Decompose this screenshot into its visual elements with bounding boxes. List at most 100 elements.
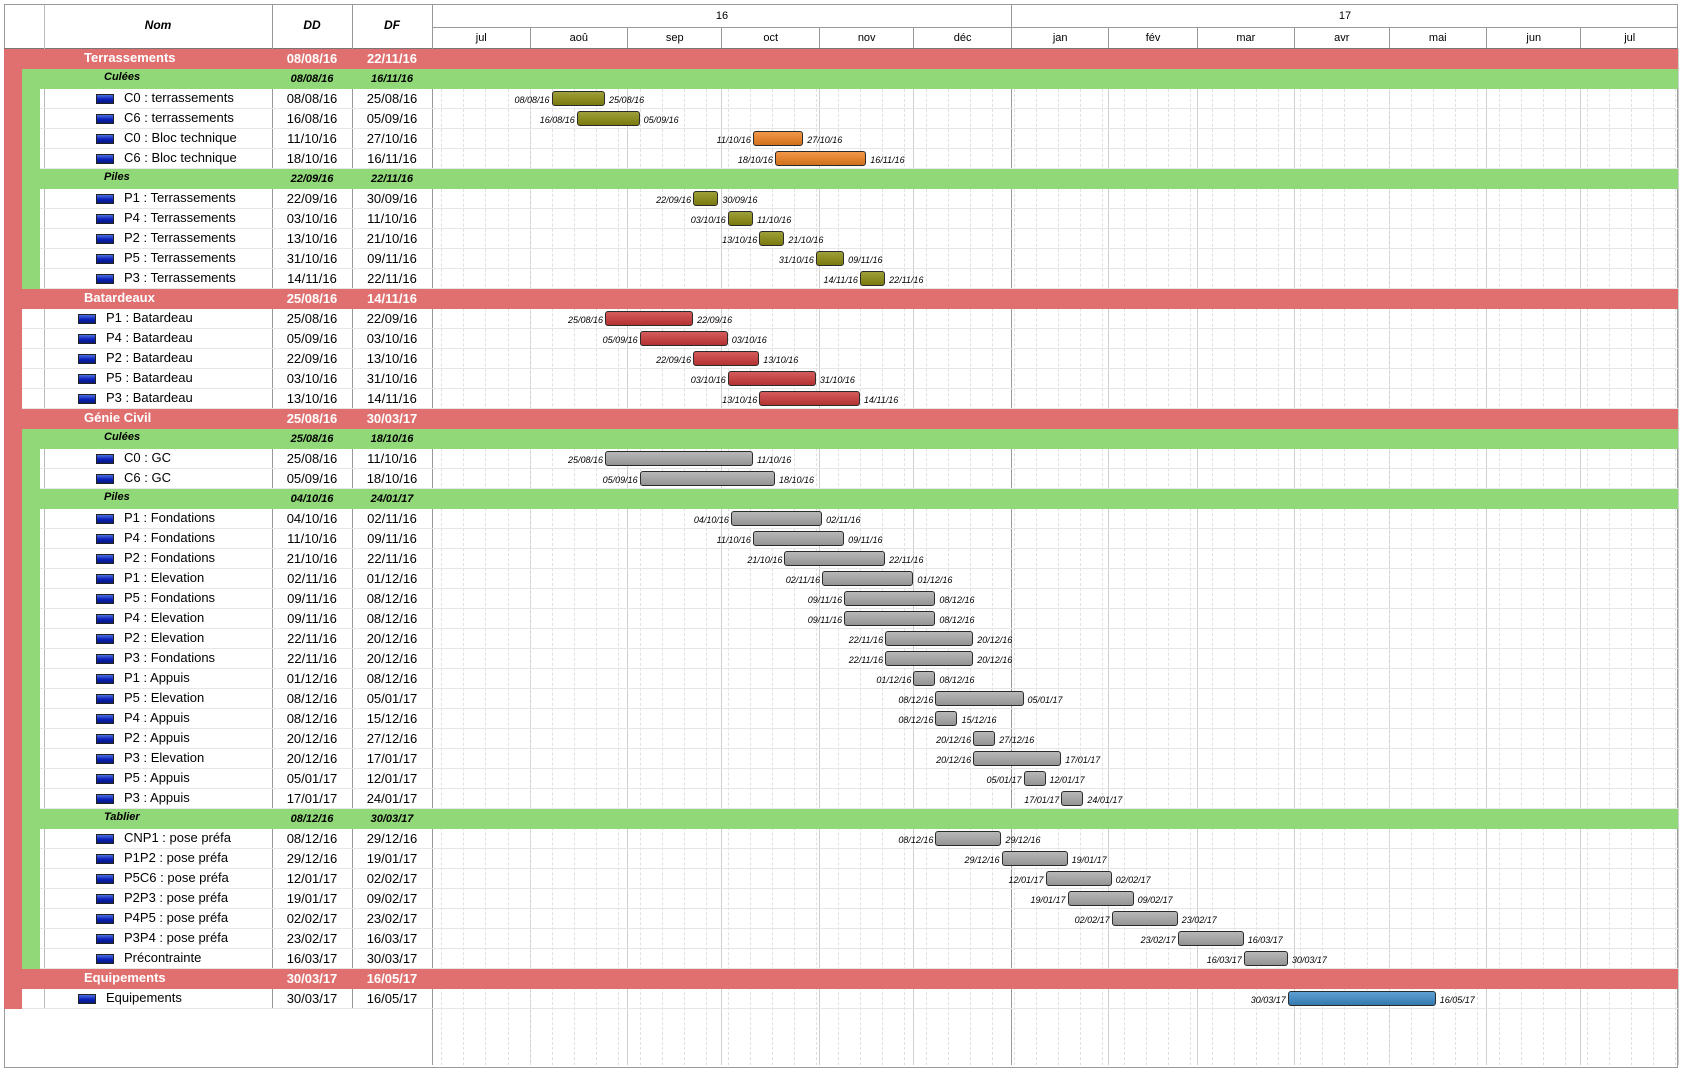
task-name: P3 : Elevation	[124, 750, 205, 765]
gantt-bar[interactable]	[1243, 951, 1288, 966]
gantt-bar[interactable]	[551, 91, 606, 106]
group-row[interactable]: Equipements 30/03/17 16/05/17	[4, 969, 1678, 989]
task-row[interactable]: P4 : Terrassements 03/10/16 11/10/16 03/10/…	[4, 209, 1678, 229]
gantt-bar[interactable]	[935, 711, 958, 726]
gantt-bar[interactable]	[605, 311, 694, 326]
subgroup-row[interactable]: Culées 25/08/16 18/10/16	[4, 429, 1678, 449]
task-row[interactable]: C0 : terrassements 08/08/16 25/08/16 08/08/…	[4, 89, 1678, 109]
group-row[interactable]: Génie Civil 25/08/16 30/03/17	[4, 409, 1678, 429]
task-row[interactable]: P1 : Fondations 04/10/16 02/11/16 04/10/16 0…	[4, 509, 1678, 529]
task-name: C6 : GC	[124, 470, 171, 485]
gantt-bar[interactable]	[815, 251, 845, 266]
gantt-bar[interactable]	[576, 111, 640, 126]
gantt-bar[interactable]	[1001, 851, 1068, 866]
task-row[interactable]: P3 : Fondations 22/11/16 20/12/16 22/11/16 2…	[4, 649, 1678, 669]
gantt-bar[interactable]	[639, 471, 775, 486]
gantt-bar[interactable]	[693, 191, 719, 206]
gantt-bar[interactable]	[973, 731, 996, 746]
gantt-bar[interactable]	[759, 231, 785, 246]
gantt-bar[interactable]	[752, 131, 804, 146]
gantt-bar[interactable]	[1045, 871, 1112, 886]
gantt-bar[interactable]	[973, 751, 1062, 766]
task-row[interactable]: P3 : Batardeau 13/10/16 14/11/16 13/10/16 14…	[4, 389, 1678, 409]
task-row[interactable]: CNP1 : pose préfa 08/12/16 29/12/16 08/12/1…	[4, 829, 1678, 849]
task-row[interactable]: P4 : Batardeau 05/09/16 03/10/16 05/09/16 03…	[4, 329, 1678, 349]
gantt-bar[interactable]	[639, 331, 728, 346]
gantt-bar[interactable]	[913, 671, 936, 686]
task-row[interactable]: C0 : GC 25/08/16 11/10/16 25/08/16 11/10/16	[4, 449, 1678, 469]
task-row[interactable]: C0 : Bloc technique 11/10/16 27/10/16 11/10…	[4, 129, 1678, 149]
subgroup-band	[22, 169, 1678, 189]
task-row[interactable]: Précontrainte 16/03/17 30/03/17 16/03/17 30/…	[4, 949, 1678, 969]
task-row[interactable]: P3P4 : pose préfa 23/02/17 16/03/17 23/02/1…	[4, 929, 1678, 949]
task-row[interactable]: P3 : Appuis 17/01/17 24/01/17 17/01/17 24/01…	[4, 789, 1678, 809]
task-row[interactable]: P4P5 : pose préfa 02/02/17 23/02/17 02/02/1…	[4, 909, 1678, 929]
gantt-bar[interactable]	[605, 451, 753, 466]
task-row[interactable]: P4 : Appuis 08/12/16 15/12/16 08/12/16 15/12…	[4, 709, 1678, 729]
gantt-bar[interactable]	[752, 531, 845, 546]
task-row[interactable]: C6 : terrassements 16/08/16 05/09/16 16/08/…	[4, 109, 1678, 129]
task-row[interactable]: C6 : Bloc technique 18/10/16 16/11/16 18/10…	[4, 149, 1678, 169]
gantt-bar[interactable]	[727, 371, 816, 386]
group-strip	[4, 429, 22, 449]
task-row[interactable]: P3 : Terrassements 14/11/16 22/11/16 14/11/…	[4, 269, 1678, 289]
gantt-bar[interactable]	[935, 691, 1024, 706]
task-row[interactable]: C6 : GC 05/09/16 18/10/16 05/09/16 18/10/16	[4, 469, 1678, 489]
subgroup-row[interactable]: Tablier 08/12/16 30/03/17	[4, 809, 1678, 829]
task-row[interactable]: P5 : Elevation 08/12/16 05/01/17 08/12/16 05…	[4, 689, 1678, 709]
gantt-bar[interactable]	[935, 831, 1002, 846]
month-gridline	[627, 49, 629, 1065]
column-header-start[interactable]: DD	[303, 18, 321, 32]
gantt-bar[interactable]	[844, 611, 936, 626]
gantt-bar[interactable]	[1067, 891, 1134, 906]
gantt-bar[interactable]	[1177, 931, 1244, 946]
subgroup-row[interactable]: Piles 22/09/16 22/11/16	[4, 169, 1678, 189]
gantt-bar[interactable]	[774, 151, 867, 166]
task-row[interactable]: P5 : Fondations 09/11/16 08/12/16 09/11/16 0…	[4, 589, 1678, 609]
task-row[interactable]: P2 : Fondations 21/10/16 22/11/16 21/10/16 2…	[4, 549, 1678, 569]
subgroup-row[interactable]: Culées 08/08/16 16/11/16	[4, 69, 1678, 89]
task-row[interactable]: P2 : Appuis 20/12/16 27/12/16 20/12/16 27/12…	[4, 729, 1678, 749]
task-row[interactable]: P2 : Terrassements 13/10/16 21/10/16 13/10/…	[4, 229, 1678, 249]
task-row[interactable]: P1 : Terrassements 22/09/16 30/09/16 22/09/…	[4, 189, 1678, 209]
week-gridline	[1674, 49, 1676, 1065]
task-row[interactable]: P1 : Elevation 02/11/16 01/12/16 02/11/16 01…	[4, 569, 1678, 589]
gantt-bar[interactable]	[844, 591, 936, 606]
gantt-bar[interactable]	[885, 651, 974, 666]
task-row[interactable]: P2P3 : pose préfa 19/01/17 09/02/17 19/01/1…	[4, 889, 1678, 909]
row-divider	[40, 748, 1678, 749]
task-row[interactable]: P4 : Elevation 09/11/16 08/12/16 09/11/16 08…	[4, 609, 1678, 629]
task-row[interactable]: P5 : Appuis 05/01/17 12/01/17 05/01/17 12/01…	[4, 769, 1678, 789]
task-row[interactable]: P1 : Appuis 01/12/16 08/12/16 01/12/16 08/12…	[4, 669, 1678, 689]
task-row[interactable]: P5 : Batardeau 03/10/16 31/10/16 03/10/16 31…	[4, 369, 1678, 389]
gantt-bar[interactable]	[784, 551, 886, 566]
task-row[interactable]: P1P2 : pose préfa 29/12/16 19/01/17 29/12/1…	[4, 849, 1678, 869]
task-row[interactable]: P2 : Batardeau 22/09/16 13/10/16 22/09/16 13…	[4, 349, 1678, 369]
gantt-bar[interactable]	[759, 391, 860, 406]
group-row[interactable]: Batardeaux 25/08/16 14/11/16	[4, 289, 1678, 309]
task-row[interactable]: P4 : Fondations 11/10/16 09/11/16 11/10/16 0…	[4, 529, 1678, 549]
column-header-end[interactable]: DF	[384, 18, 400, 32]
gantt-bar[interactable]	[730, 511, 823, 526]
gantt-bar[interactable]	[693, 351, 760, 366]
group-strip	[4, 809, 22, 829]
subgroup-row[interactable]: Piles 04/10/16 24/01/17	[4, 489, 1678, 509]
gantt-bar[interactable]	[1061, 791, 1084, 806]
task-row[interactable]: P5 : Terrassements 31/10/16 09/11/16 31/10/…	[4, 249, 1678, 269]
group-row[interactable]: Terrassements 08/08/16 22/11/16	[4, 49, 1678, 69]
gantt-bar[interactable]	[727, 211, 753, 226]
gantt-bar[interactable]	[1023, 771, 1046, 786]
task-row[interactable]: P3 : Elevation 20/12/16 17/01/17 20/12/16 17…	[4, 749, 1678, 769]
gantt-bar[interactable]	[822, 571, 914, 586]
row-divider	[40, 968, 1678, 969]
task-row[interactable]: P2 : Elevation 22/11/16 20/12/16 22/11/16 20…	[4, 629, 1678, 649]
gantt-bar[interactable]	[1111, 911, 1178, 926]
task-row[interactable]: P5C6 : pose préfa 12/01/17 02/02/17 12/01/1…	[4, 869, 1678, 889]
task-row[interactable]: Equipements 30/03/17 16/05/17 30/03/17 16/05…	[4, 989, 1678, 1009]
column-header-name[interactable]: Nom	[144, 18, 172, 32]
gantt-bar[interactable]	[1287, 991, 1436, 1006]
task-row[interactable]: P1 : Batardeau 25/08/16 22/09/16 25/08/16 22…	[4, 309, 1678, 329]
row-divider	[40, 648, 1678, 649]
gantt-bar[interactable]	[885, 631, 974, 646]
gantt-bar[interactable]	[859, 271, 886, 286]
